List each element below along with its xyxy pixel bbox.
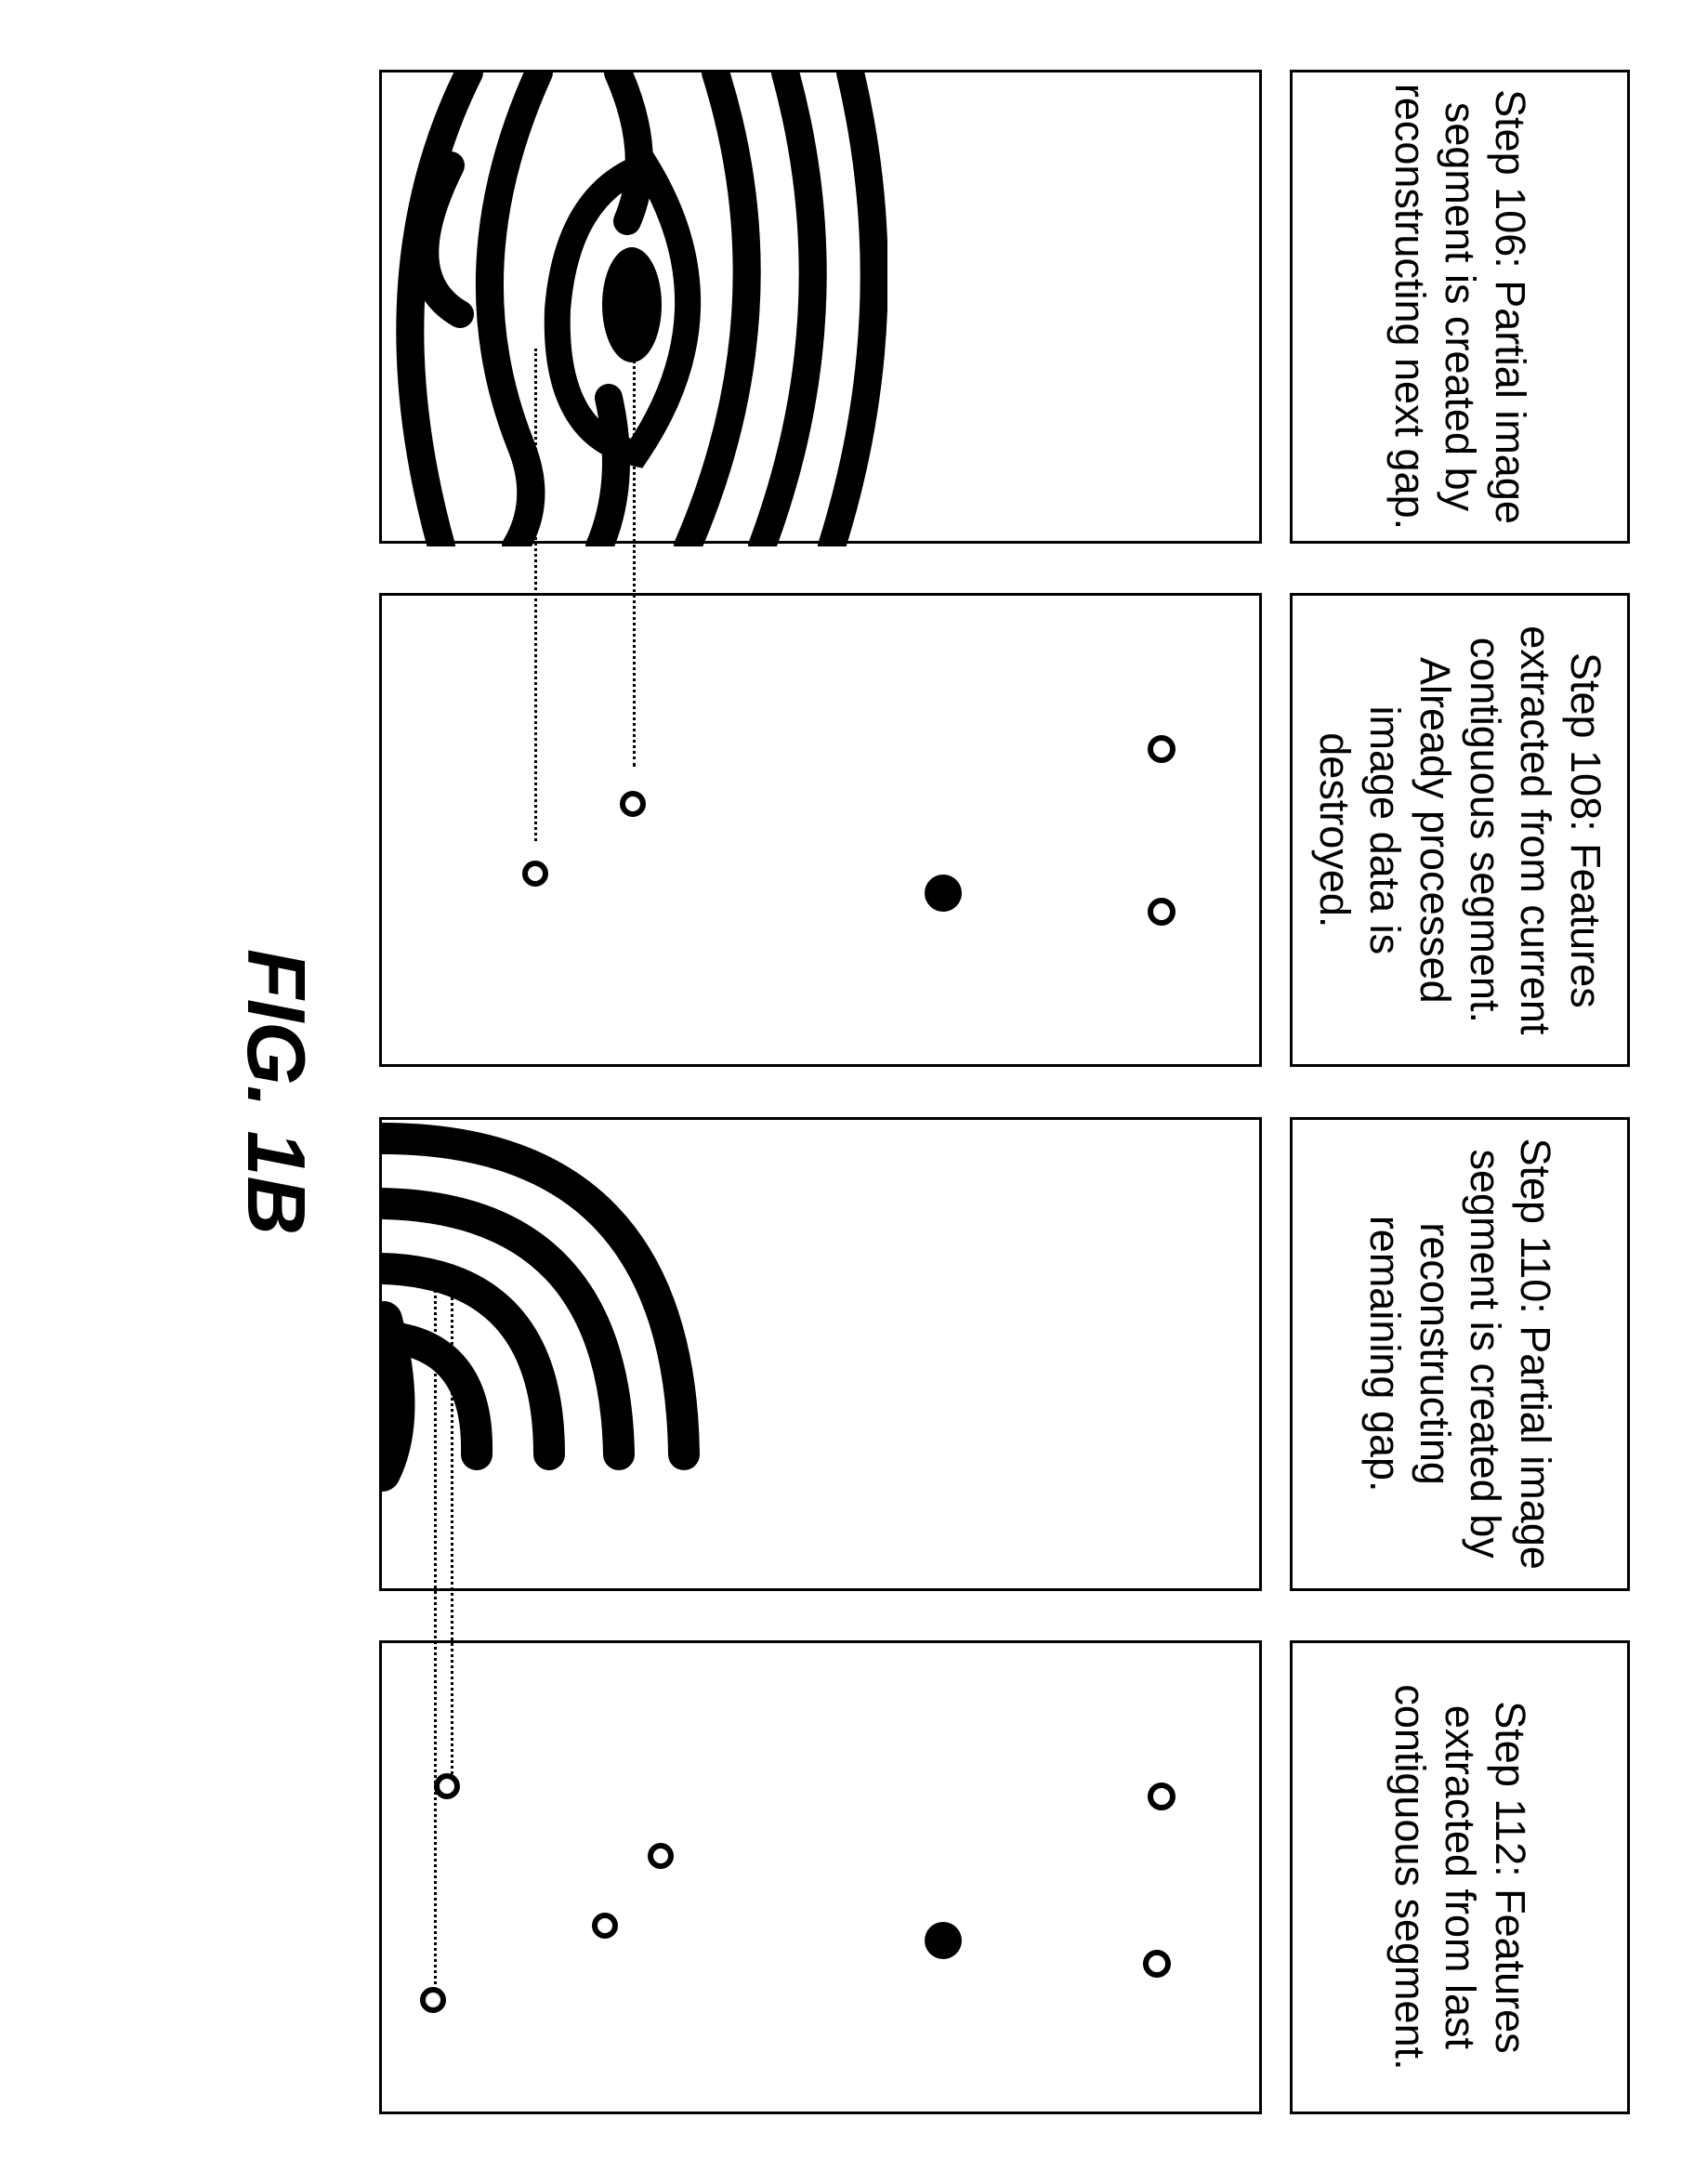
panel-step110: [379, 1117, 1262, 1591]
panel-row: [379, 70, 1262, 2114]
feature-point: [522, 861, 548, 887]
caption-step108: Step 108: Features extracted from curren…: [1290, 593, 1630, 1067]
dotted-line: [534, 349, 537, 841]
feature-point: [620, 791, 646, 817]
dotted-line: [633, 349, 636, 767]
panel-step108: [379, 593, 1262, 1067]
caption-step106: Step 106: Partial image segment is creat…: [1290, 70, 1630, 544]
dotted-line: [451, 1269, 453, 1780]
feature-point: [1148, 898, 1175, 926]
caption-row: Step 106: Partial image segment is creat…: [1290, 70, 1630, 2114]
caption-step110: Step 110: Partial image segment is creat…: [1290, 1117, 1630, 1591]
feature-point: [592, 1913, 618, 1939]
panel-step106: [379, 70, 1262, 544]
feature-point: [1148, 735, 1175, 763]
caption-step112: Step 112: Features extracted from last c…: [1290, 1640, 1630, 2114]
feature-point: [434, 1773, 460, 1799]
dotted-line: [434, 1269, 437, 1984]
figure-container: Step 106: Partial image segment is creat…: [50, 70, 1630, 2114]
feature-point: [925, 875, 962, 912]
fingerprint-ridges-segment: [376, 72, 887, 546]
feature-point: [925, 1922, 962, 1959]
feature-point: [648, 1843, 674, 1869]
panel-step112: [379, 1640, 1262, 2114]
feature-point: [1143, 1950, 1171, 1978]
figure-label: FIG. 1B: [229, 70, 323, 2114]
feature-point: [420, 1987, 446, 2013]
feature-point: [1148, 1783, 1175, 1810]
